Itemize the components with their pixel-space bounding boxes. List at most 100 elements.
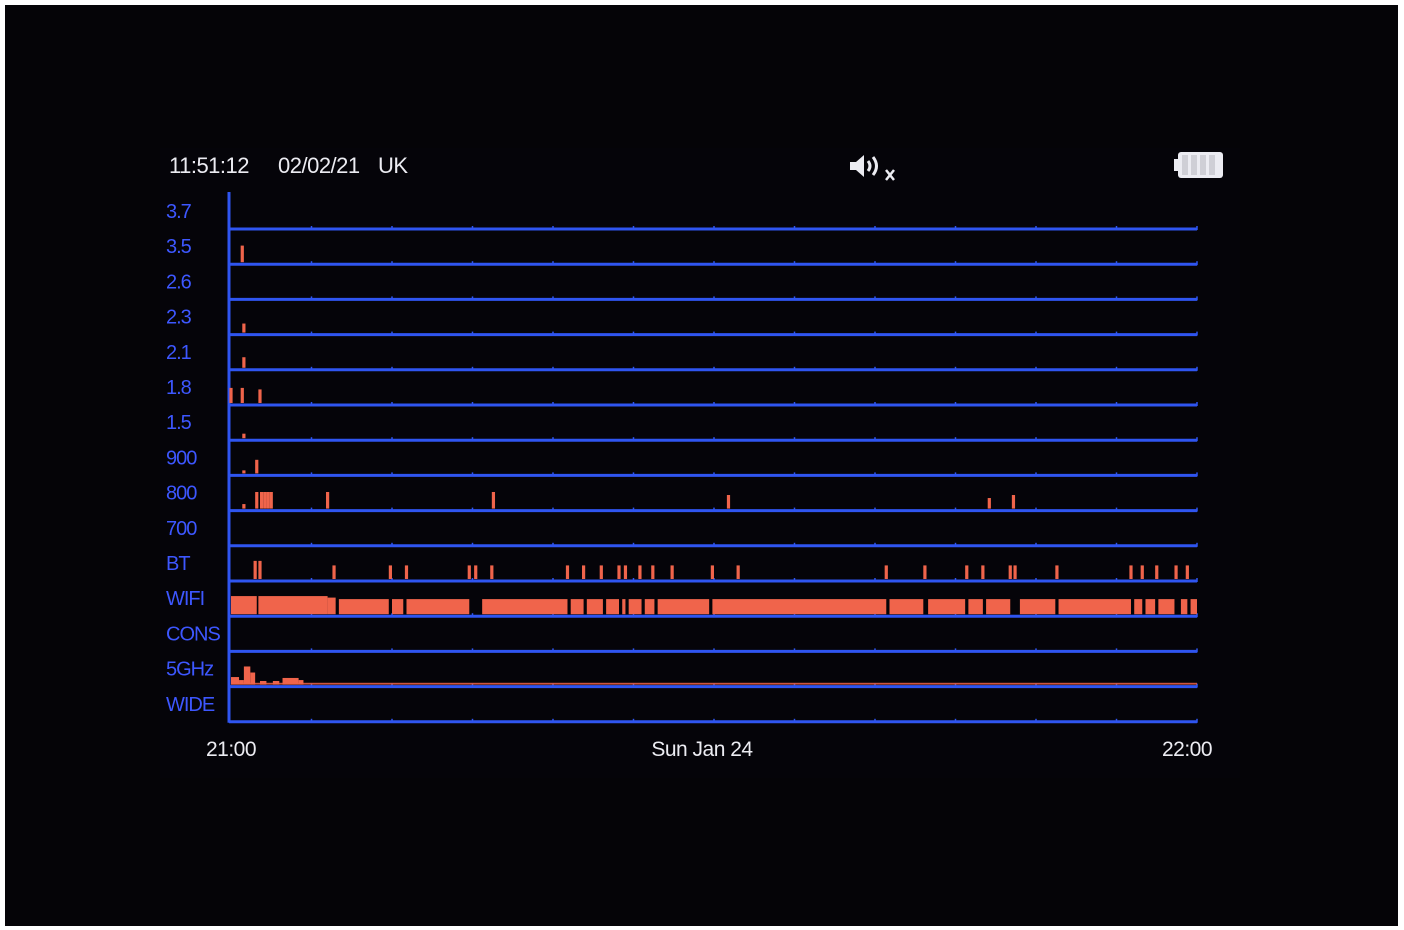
activity-baseline-5GHz bbox=[231, 682, 1197, 685]
activity-mark-BT bbox=[490, 565, 494, 579]
activity-block-WIFI bbox=[406, 599, 470, 615]
activity-block-WIFI bbox=[1180, 599, 1188, 615]
activity-mark-BT bbox=[404, 565, 409, 579]
activity-block-WIFI bbox=[338, 599, 389, 615]
activity-block-WIFI bbox=[392, 599, 404, 615]
row-label-1.5: 1.5 bbox=[166, 412, 192, 434]
activity-block-WIFI bbox=[986, 599, 1011, 615]
row-label-2.1: 2.1 bbox=[166, 342, 192, 364]
battery-cell-1 bbox=[1182, 155, 1188, 175]
activity-mark-800 bbox=[726, 495, 731, 509]
activity-block-WIFI bbox=[231, 596, 257, 615]
activity-bar-5GHz bbox=[272, 680, 280, 685]
battery-cell-2 bbox=[1191, 155, 1197, 175]
activity-mark-BT bbox=[651, 565, 655, 579]
activity-block-WIFI bbox=[1134, 599, 1143, 615]
detector-display bbox=[160, 148, 1240, 778]
activity-bar-5GHz bbox=[250, 672, 256, 685]
row-label-CONS: CONS bbox=[166, 623, 220, 645]
activity-block-WIFI bbox=[570, 599, 584, 615]
activity-mark-BT bbox=[736, 565, 740, 579]
activity-mark-BT bbox=[258, 560, 262, 579]
activity-mark-BT bbox=[923, 565, 927, 579]
activity-mark-800 bbox=[326, 491, 330, 509]
activity-mark-BT bbox=[1129, 565, 1133, 579]
sound-wave-inner bbox=[866, 160, 872, 172]
row-label-1.8: 1.8 bbox=[166, 377, 192, 399]
activity-block-WIFI bbox=[644, 599, 655, 615]
activity-block-WIFI bbox=[482, 599, 568, 615]
region-code: UK bbox=[378, 153, 408, 178]
activity-block-WIFI bbox=[657, 599, 710, 615]
activity-block-WIFI bbox=[712, 599, 887, 615]
activity-mark-800 bbox=[259, 491, 264, 509]
activity-bar-5GHz bbox=[243, 666, 251, 685]
activity-mark-1.8 bbox=[258, 389, 262, 403]
activity-mark-BT bbox=[638, 565, 642, 579]
sound-wave-outer bbox=[871, 156, 878, 176]
activity-mark-800 bbox=[987, 498, 991, 509]
battery-terminal bbox=[1174, 159, 1178, 171]
mute-x-mark bbox=[885, 169, 895, 181]
activity-mark-BT bbox=[599, 565, 603, 579]
activity-mark-BT bbox=[981, 565, 985, 579]
activity-mark-800 bbox=[266, 491, 270, 509]
row-label-900: 900 bbox=[166, 447, 197, 469]
battery-full-icon bbox=[1174, 152, 1223, 178]
activity-bar-5GHz bbox=[298, 680, 304, 685]
activity-mark-800 bbox=[255, 491, 259, 509]
speaker-muted-icon[interactable] bbox=[846, 150, 902, 184]
activity-mark-BT bbox=[1140, 565, 1144, 579]
activity-block-WIFI bbox=[258, 596, 328, 615]
activity-mark-BT bbox=[965, 565, 969, 579]
activity-mark-900 bbox=[255, 459, 259, 474]
x-axis-date-label: Sun Jan 24 bbox=[651, 738, 753, 761]
activity-mark-BT bbox=[710, 565, 714, 579]
activity-block-WIFI bbox=[606, 599, 620, 615]
activity-block-WIFI bbox=[1058, 599, 1131, 615]
row-label-5GHz: 5GHz bbox=[166, 659, 213, 681]
activity-block-WIFI bbox=[327, 597, 336, 615]
activity-block-WIFI bbox=[1019, 599, 1056, 615]
clock-time: 11:51:12 bbox=[169, 153, 250, 178]
activity-block-WIFI bbox=[622, 599, 626, 615]
row-label-WIDE: WIDE bbox=[166, 694, 215, 716]
activity-block-WIFI bbox=[1145, 599, 1156, 615]
row-label-700: 700 bbox=[166, 518, 197, 540]
activity-mark-3.5 bbox=[240, 245, 244, 263]
row-label-800: 800 bbox=[166, 483, 197, 505]
activity-mark-BT bbox=[1008, 565, 1012, 579]
activity-mark-BT bbox=[1185, 565, 1189, 579]
activity-mark-BT bbox=[1174, 565, 1178, 579]
activity-mark-800 bbox=[242, 504, 246, 509]
activity-mark-800 bbox=[269, 491, 273, 509]
battery-cell-3 bbox=[1200, 155, 1206, 175]
activity-block-WIFI bbox=[968, 599, 983, 615]
activity-bar-5GHz bbox=[239, 680, 244, 685]
activity-mark-BT bbox=[565, 565, 570, 579]
activity-mark-800 bbox=[1011, 495, 1016, 509]
activity-mark-2.1 bbox=[242, 357, 246, 368]
activity-mark-BT bbox=[1055, 565, 1059, 579]
speaker-body bbox=[850, 155, 864, 177]
activity-block-WIFI bbox=[928, 599, 966, 615]
row-label-3.7: 3.7 bbox=[166, 201, 192, 223]
battery-cell-4 bbox=[1209, 155, 1215, 175]
activity-mark-BT bbox=[467, 565, 471, 579]
activity-block-WIFI bbox=[628, 599, 642, 615]
date-readout: 02/02/21 bbox=[278, 153, 360, 178]
x-tick-label-end: 22:00 bbox=[1162, 738, 1212, 761]
activity-block-WIFI bbox=[889, 599, 924, 615]
activity-mark-800 bbox=[491, 491, 496, 509]
activity-mark-BT bbox=[617, 565, 621, 579]
activity-block-WIFI bbox=[1190, 599, 1197, 615]
activity-mark-BT bbox=[884, 565, 888, 579]
row-label-BT: BT bbox=[166, 553, 190, 575]
activity-bar-5GHz bbox=[282, 677, 299, 685]
activity-mark-BT bbox=[1013, 565, 1017, 579]
activity-bar-5GHz bbox=[231, 677, 240, 685]
activity-mark-BT bbox=[474, 565, 478, 579]
activity-mark-BT bbox=[1155, 565, 1159, 579]
activity-mark-BT bbox=[253, 560, 257, 579]
